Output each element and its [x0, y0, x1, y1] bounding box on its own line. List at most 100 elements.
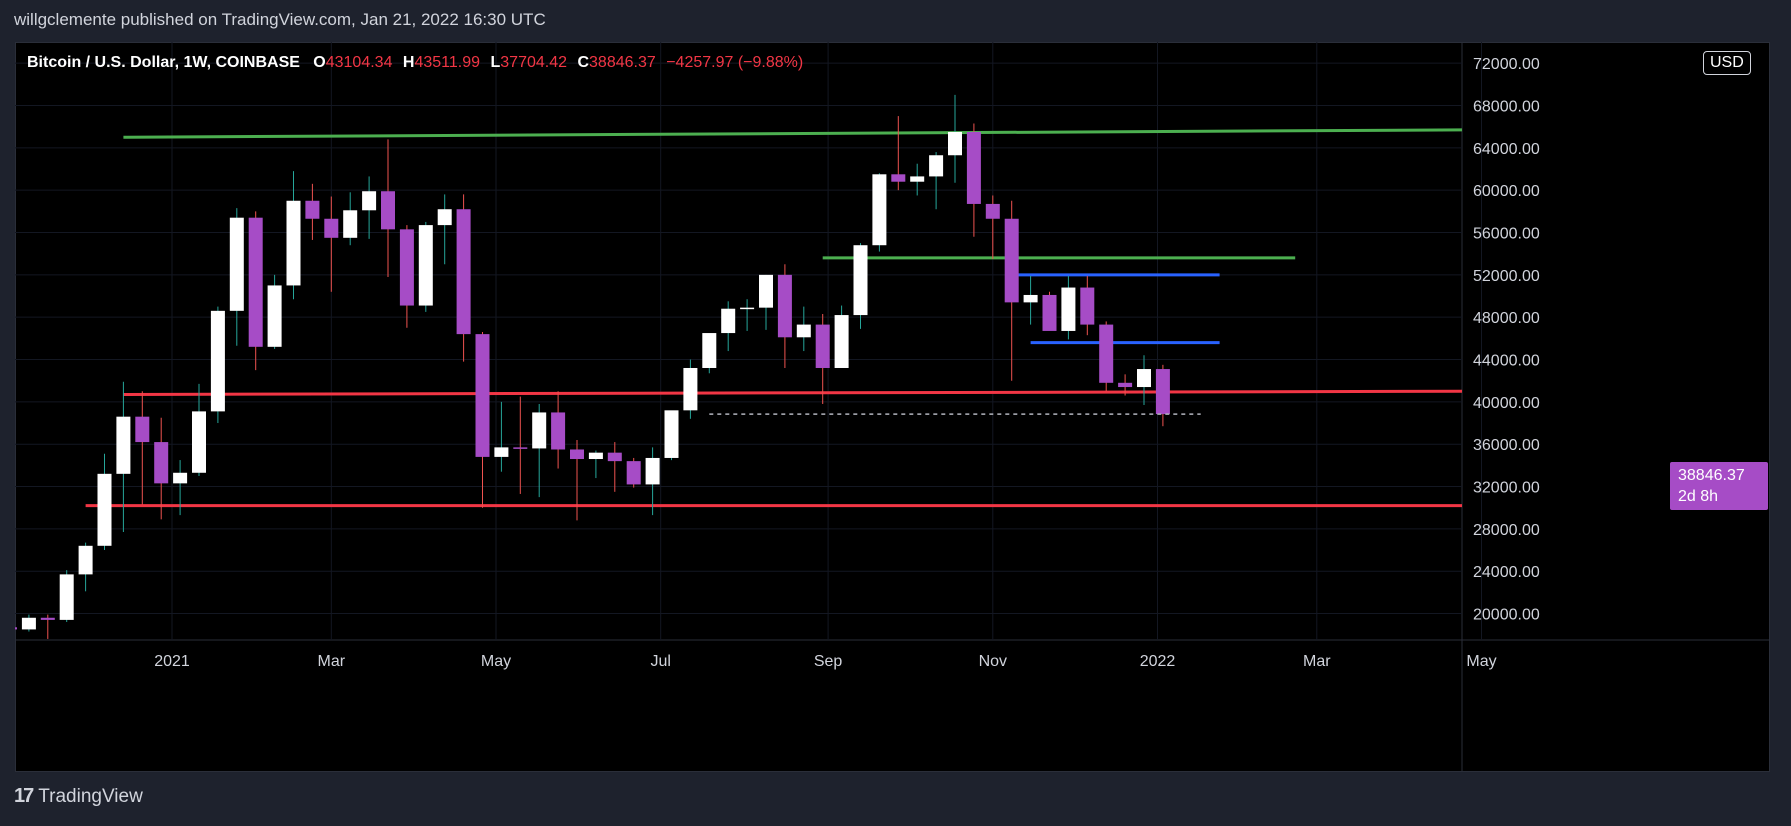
y-tick-label: 28000.00: [1473, 522, 1540, 539]
candle-body: [891, 174, 906, 182]
candle-body: [15, 627, 17, 630]
y-tick-label: 44000.00: [1473, 353, 1540, 370]
currency-button[interactable]: USD: [1703, 51, 1751, 75]
candle-body: [362, 191, 377, 211]
candle-body: [324, 218, 339, 238]
tradingview-logo-icon[interactable]: 17: [14, 785, 34, 807]
open-label: O: [313, 54, 326, 71]
y-tick-label: 40000.00: [1473, 395, 1540, 412]
candle-body: [834, 315, 849, 368]
x-tick-label: May: [1466, 653, 1496, 670]
candle-body: [513, 447, 528, 449]
candle-body: [267, 285, 282, 347]
candle-body: [1137, 369, 1151, 388]
x-tick-label: May: [481, 653, 511, 670]
last-price-value: 38846.37: [1678, 467, 1745, 484]
low-label: L: [490, 54, 501, 71]
candle-body: [740, 307, 755, 310]
candle-body: [626, 461, 641, 485]
candle-body: [948, 131, 962, 156]
candle-body: [683, 367, 698, 411]
candle-body: [1118, 382, 1133, 388]
candle-body: [437, 209, 452, 226]
candle-body: [456, 209, 471, 335]
close-value: 38846.37: [589, 54, 656, 71]
candle-body: [343, 210, 358, 238]
candle-body: [910, 176, 925, 182]
x-tick-label: Mar: [318, 653, 346, 670]
candle-body: [78, 545, 93, 575]
candle-body: [229, 217, 244, 311]
candle-body: [853, 245, 868, 316]
x-tick-label: 2022: [1140, 653, 1176, 670]
y-tick-label: 32000.00: [1473, 480, 1540, 497]
candle-body: [1023, 294, 1038, 303]
y-tick-label: 48000.00: [1473, 310, 1540, 327]
candle-body: [494, 447, 509, 457]
high-value: 43511.99: [414, 54, 481, 71]
last-price-tag: 38846.37 2d 8h: [1670, 462, 1768, 510]
candle-body: [210, 310, 225, 412]
candle-body: [570, 449, 584, 460]
candle-body: [872, 174, 887, 246]
candle-body: [721, 308, 736, 334]
y-tick-label: 60000.00: [1473, 183, 1540, 200]
candle-body: [192, 411, 206, 473]
high-label: H: [402, 54, 415, 71]
y-tick-label: 20000.00: [1473, 607, 1540, 624]
candle-body: [418, 225, 433, 306]
publisher-line: willgclemente published on TradingView.c…: [14, 10, 546, 29]
candle-body: [399, 229, 414, 306]
candle-body: [664, 410, 679, 458]
symbol-title[interactable]: Bitcoin / U.S. Dollar, 1W, COINBASE: [27, 54, 300, 71]
candle-body: [248, 217, 263, 347]
red-level-line: [123, 389, 1463, 396]
candle-body: [929, 155, 944, 177]
candle-body: [1099, 324, 1114, 383]
candle-body: [116, 416, 131, 474]
candle-body: [1080, 287, 1095, 325]
candle-body: [286, 200, 301, 286]
x-tick-label: Jul: [650, 653, 670, 670]
x-tick-label: Mar: [1303, 653, 1331, 670]
candle-body: [759, 274, 773, 308]
candle-body: [607, 452, 622, 462]
candle-body: [532, 412, 547, 449]
candle-body: [135, 416, 150, 443]
candle-body: [59, 574, 74, 620]
y-tick-label: 64000.00: [1473, 141, 1540, 158]
brand-name[interactable]: TradingView: [38, 785, 143, 807]
candle-body: [21, 617, 36, 630]
candle-body: [381, 191, 395, 230]
x-tick-label: Nov: [979, 653, 1007, 670]
candle-body: [305, 200, 320, 219]
candle-body: [645, 457, 660, 485]
x-tick-label: Sep: [814, 653, 843, 670]
candle-body: [777, 274, 792, 338]
candlestick-chart[interactable]: 2021 Mar May Jul Sep Nov 2022 Mar May 20000.00 240…: [15, 42, 1770, 772]
candle-body: [154, 442, 169, 484]
y-tick-label: 24000.00: [1473, 564, 1540, 581]
close-label: C: [577, 54, 590, 71]
candle-body: [985, 203, 1000, 219]
candle-body: [1004, 218, 1019, 303]
candle-body: [966, 131, 981, 204]
candle-body: [551, 412, 566, 450]
candle-body: [97, 473, 112, 546]
candle-body: [702, 333, 717, 368]
low-value: 37704.42: [500, 54, 567, 71]
y-tick-label: 68000.00: [1473, 99, 1540, 116]
candle-body: [475, 334, 490, 457]
candle-body: [40, 617, 55, 620]
x-tick-label: 2021: [154, 653, 190, 670]
y-tick-label: 36000.00: [1473, 437, 1540, 454]
footer: 17 TradingView: [14, 785, 143, 808]
y-tick-label: 56000.00: [1473, 226, 1540, 243]
green-level-line: [123, 128, 1463, 139]
open-value: 43104.34: [325, 54, 393, 71]
candle-body: [1061, 287, 1076, 331]
candle-body: [588, 452, 603, 460]
change-value: −4257.97 (−9.88%): [666, 54, 804, 71]
candle-body: [796, 324, 811, 338]
candle-body: [173, 472, 188, 484]
